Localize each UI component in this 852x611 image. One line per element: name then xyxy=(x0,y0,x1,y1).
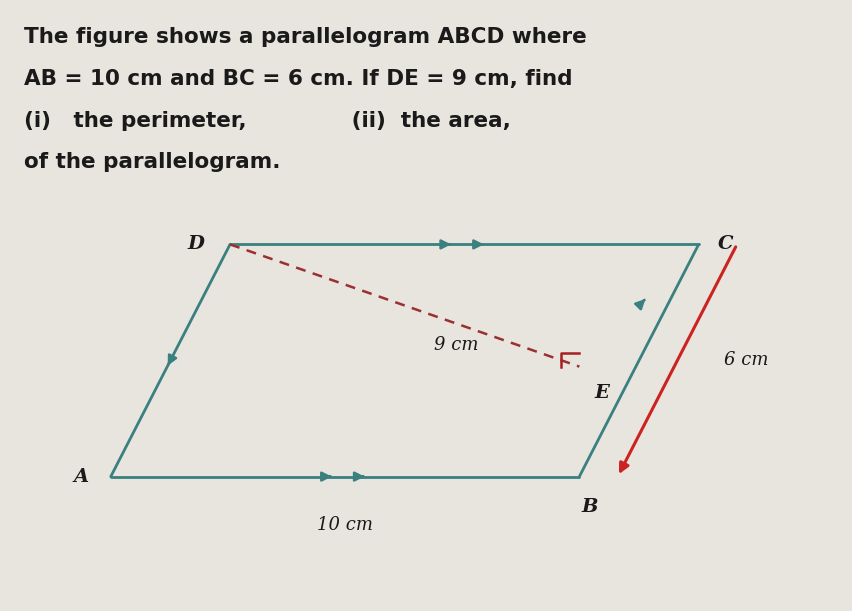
Text: E: E xyxy=(595,384,609,401)
Text: B: B xyxy=(581,498,598,516)
Text: (i)   the perimeter,              (ii)  the area,: (i) the perimeter, (ii) the area, xyxy=(24,111,510,131)
Text: The figure shows a parallelogram ABCD where: The figure shows a parallelogram ABCD wh… xyxy=(24,27,587,48)
Text: D: D xyxy=(187,235,204,254)
Text: 10 cm: 10 cm xyxy=(317,516,373,534)
Text: of the parallelogram.: of the parallelogram. xyxy=(24,152,280,172)
Text: A: A xyxy=(73,467,89,486)
Text: 6 cm: 6 cm xyxy=(724,351,769,370)
Text: AB = 10 cm and BC = 6 cm. If DE = 9 cm, find: AB = 10 cm and BC = 6 cm. If DE = 9 cm, … xyxy=(24,69,573,89)
Text: C: C xyxy=(717,235,733,254)
Text: 9 cm: 9 cm xyxy=(434,336,478,354)
